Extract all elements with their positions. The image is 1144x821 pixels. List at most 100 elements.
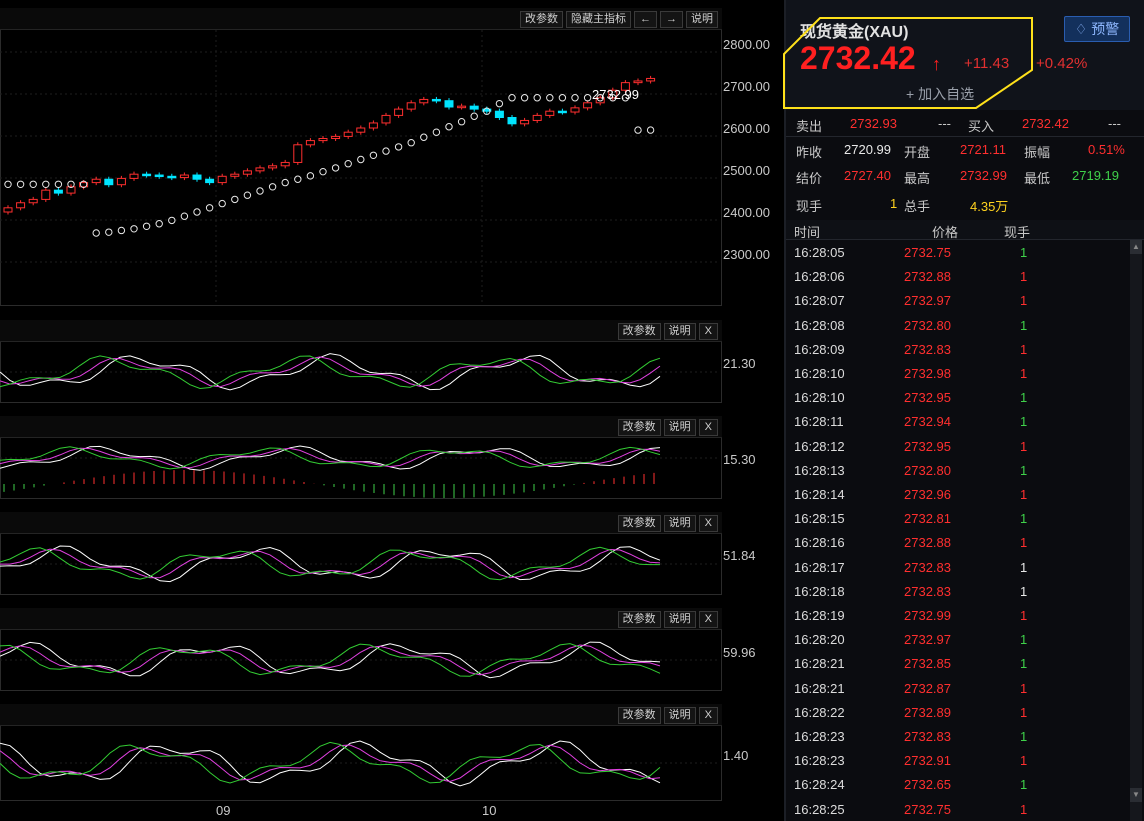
ticks-scrollbar[interactable]: [1130, 240, 1142, 821]
prev-close-value: 2720.99: [844, 142, 891, 157]
stats-row-1: 昨收 2720.99 开盘 2721.11 振幅 0.51%: [786, 138, 1144, 162]
sar-dot: [609, 94, 617, 102]
candle-body: [646, 77, 656, 82]
tick-price: 2732.89: [904, 704, 951, 720]
add-watchlist-button[interactable]: + 加入自选: [906, 86, 975, 102]
tick-time: 16:28:21: [794, 680, 845, 696]
chart-area[interactable]: 改参数 隐藏主指标 ← → 说明 2800.00 2700.00 2600.00…: [0, 0, 784, 821]
sar-dot: [180, 212, 189, 220]
help-button[interactable]: 说明: [663, 515, 696, 532]
scroll-up-icon[interactable]: ▲: [1130, 240, 1142, 254]
candle-body: [318, 138, 328, 142]
scroll-right-button[interactable]: →: [660, 11, 683, 28]
sar-dot: [457, 118, 466, 126]
y-tick-label: 2800.00: [723, 37, 770, 52]
price-change-pct: +0.42%: [1036, 55, 1088, 72]
close-button[interactable]: X: [698, 707, 718, 724]
tick-row: 16:28:10 2732.95 1: [786, 387, 1130, 411]
tick-time: 16:28:05: [794, 245, 845, 260]
candle-body: [192, 174, 202, 180]
indicator-value: 1.40: [723, 748, 749, 763]
tick-price: 2732.75: [904, 801, 951, 817]
help-button[interactable]: 说明: [663, 419, 696, 436]
tick-volume: 1: [1020, 583, 1028, 599]
candle-body: [331, 135, 341, 139]
tick-time: 16:28:18: [794, 583, 845, 599]
candle-body: [104, 178, 114, 186]
tick-price: 2732.83: [904, 729, 951, 744]
y-tick-label: 2700.00: [723, 79, 770, 94]
ask-price: 2732.93: [850, 116, 897, 131]
candle-body: [570, 107, 580, 113]
scroll-down-icon[interactable]: ▼: [1130, 788, 1142, 802]
help-button[interactable]: 说明: [663, 611, 696, 628]
prev-close-label: 昨收: [796, 145, 823, 160]
change-params-button[interactable]: 改参数: [617, 707, 661, 724]
close-button[interactable]: X: [698, 515, 718, 532]
settle-value: 2727.40: [844, 168, 891, 183]
indicator-value: 15.30: [723, 452, 756, 467]
indicator-line: [0, 744, 661, 783]
tick-time: 16:28:23: [794, 753, 845, 769]
candle-body: [633, 80, 643, 84]
tick-price: 2732.80: [904, 317, 951, 333]
ask-bid-row: 卖出 2732.93 --- 买入 2732.42 ---: [786, 112, 1144, 136]
tick-row: 16:28:12 2732.95 1: [786, 436, 1130, 460]
candle-body: [482, 108, 492, 112]
candle-body: [293, 144, 303, 163]
tick-price: 2732.91: [904, 753, 951, 769]
tick-volume: 1: [1020, 704, 1028, 720]
ticks-list[interactable]: 16:28:05 2732.75 1 16:28:06 2732.88 1 16:28:07…: [786, 242, 1130, 821]
total-volume-value: 4.35万: [970, 199, 1009, 214]
sar-dot: [407, 139, 415, 147]
alert-button[interactable]: ♢ 预警: [1064, 16, 1130, 42]
hide-main-indicator-button[interactable]: 隐藏主指标: [566, 11, 631, 28]
tick-row: 16:28:19 2732.99 1: [786, 605, 1130, 629]
help-button[interactable]: 说明: [663, 707, 696, 724]
indicator-value: 21.30: [723, 356, 756, 371]
tick-row: 16:28:07 2732.97 1: [786, 290, 1130, 314]
tick-price: 2732.88: [904, 535, 951, 551]
tick-row: 16:28:11 2732.94 1: [786, 411, 1130, 435]
sar-dot: [294, 175, 302, 183]
sar-dot: [445, 123, 453, 131]
change-params-button[interactable]: 改参数: [520, 11, 563, 28]
tick-volume: 1: [1020, 245, 1028, 260]
open-label: 开盘: [904, 145, 931, 160]
candle-body: [167, 175, 177, 179]
close-button[interactable]: X: [698, 611, 718, 628]
sar-dot: [130, 225, 138, 233]
change-params-button[interactable]: 改参数: [617, 515, 661, 532]
tick-volume: 1: [1020, 608, 1028, 623]
sar-dot: [432, 128, 441, 136]
tick-time: 16:28:22: [794, 704, 845, 720]
help-button[interactable]: 说明: [686, 11, 718, 28]
tick-time: 16:28:20: [794, 632, 845, 648]
tick-volume: 1: [1020, 462, 1028, 478]
main-chart-panel[interactable]: [0, 8, 722, 306]
tick-row: 16:28:06 2732.88 1: [786, 266, 1130, 290]
indicator-line: [0, 546, 660, 581]
stats-row-2: 结价 2727.40 最高 2732.99 最低 2719.19: [786, 164, 1144, 188]
candle-body: [179, 174, 189, 179]
tick-price: 2732.98: [904, 366, 951, 381]
change-params-button[interactable]: 改参数: [617, 419, 661, 436]
indicator-header-1: 改参数 说明 X: [0, 320, 722, 342]
close-button[interactable]: X: [698, 323, 718, 340]
last-price-label: 2732.99: [592, 87, 639, 102]
close-button[interactable]: X: [698, 419, 718, 436]
sar-dot: [105, 228, 113, 236]
help-button[interactable]: 说明: [663, 323, 696, 340]
sar-dot: [54, 180, 63, 188]
candle-body: [91, 178, 101, 184]
tick-price: 2732.95: [904, 438, 951, 454]
bid-price: 2732.42: [1022, 116, 1069, 131]
tick-row: 16:28:23 2732.91 1: [786, 750, 1130, 774]
change-params-button[interactable]: 改参数: [617, 323, 661, 340]
change-params-button[interactable]: 改参数: [617, 611, 661, 628]
tick-row: 16:28:18 2732.83 1: [786, 581, 1130, 605]
sar-dot: [596, 94, 604, 102]
scroll-left-button[interactable]: ←: [634, 11, 657, 28]
indicator-line: [0, 355, 661, 390]
sar-dot: [92, 229, 100, 237]
